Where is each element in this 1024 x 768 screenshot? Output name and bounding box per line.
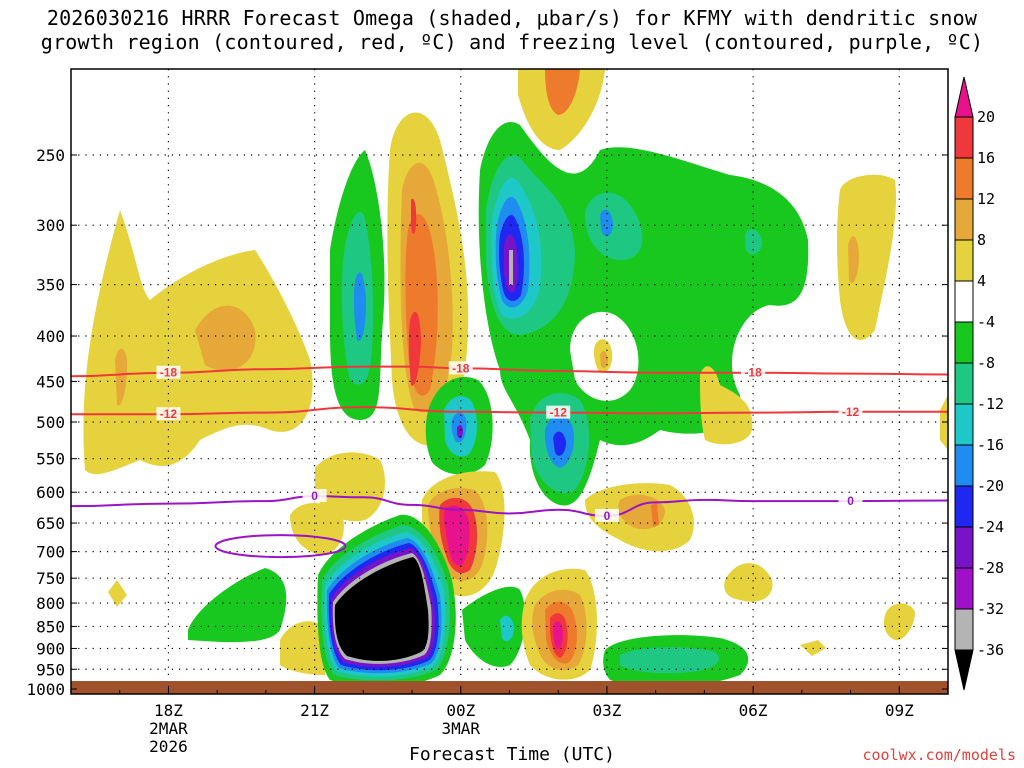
chart-title: 2026030216 HRRR Forecast Omega (shaded, …	[40, 6, 984, 54]
x-tick-label: 00Z	[446, 701, 475, 720]
omega-shading	[83, 69, 948, 687]
contour-label-bg	[156, 407, 181, 421]
colorbar-segment	[954, 567, 974, 610]
x-tick-sublabel: 3MAR	[442, 719, 481, 738]
contour-label-bg	[594, 508, 619, 522]
colorbar-segment	[954, 280, 974, 323]
x-tick-label: 06Z	[739, 701, 768, 720]
colorbar-segment	[954, 76, 974, 118]
y-tick-label: 950	[36, 660, 65, 679]
contour-series: -18 -18 -18 -12 -12 -12 0 0 0	[71, 361, 948, 559]
colorbar: 20 16 12 8 4 -4 -8 -12 -16 -20 -24 -28 -32 -36	[954, 76, 1004, 691]
y-tick-label: 800	[36, 594, 65, 613]
y-tick-label: 400	[36, 327, 65, 346]
x-tick-label: 09Z	[885, 701, 914, 720]
colorbar-segment	[954, 403, 974, 446]
colorbar-label: 4	[977, 272, 986, 290]
y-tick-label: 300	[36, 216, 65, 235]
contour-label-bg	[448, 361, 473, 375]
x-tick-label: 03Z	[592, 701, 621, 720]
x-tick-sublabel-year: 2026	[149, 737, 188, 756]
colorbar-label: 20	[977, 108, 995, 126]
contour-label: -12	[160, 407, 178, 421]
colorbar-segment	[954, 526, 974, 569]
contour-label: 0	[311, 489, 318, 503]
colorbar-segment	[954, 444, 974, 487]
contour-label: -12	[842, 405, 860, 419]
colorbar-segment	[954, 116, 974, 159]
freezing-level-loop	[214, 534, 347, 559]
colorbar-segment	[954, 157, 974, 200]
contour-label-bg	[838, 494, 863, 508]
contour-label: -18	[452, 361, 470, 375]
colorbar-label: -24	[977, 518, 1004, 536]
colorbar-label: -12	[977, 395, 1004, 413]
y-tick-label: 750	[36, 569, 65, 588]
contour-label: 0	[847, 494, 854, 508]
colorbar-label: -36	[977, 641, 1004, 659]
colorbar-label: 8	[977, 231, 986, 249]
y-tick-label: 500	[36, 413, 65, 432]
y-tick-label: 850	[36, 617, 65, 636]
contour-label-bg	[838, 404, 863, 418]
contour-label: -18	[744, 366, 762, 380]
x-tick-label: 18Z	[154, 701, 183, 720]
colorbar-label: -32	[977, 600, 1004, 618]
ground-strip	[71, 681, 948, 694]
contour-label: 0	[604, 509, 611, 523]
contour-label-bg	[156, 365, 181, 379]
y-tick-label: 1000	[26, 680, 65, 699]
y-tick-label: 450	[36, 372, 65, 391]
contour-label-bg	[546, 405, 571, 419]
colorbar-label: -16	[977, 436, 1004, 454]
y-tick-label: 550	[36, 450, 65, 469]
x-tick-sublabel: 2MAR	[149, 719, 188, 738]
contour-line-0	[71, 495, 948, 517]
y-tick-label: 700	[36, 543, 65, 562]
y-tick-label: 350	[36, 276, 65, 295]
y-axis: 250 300 350 400 450 500 550 600 650 700 750 800 850 9…	[26, 146, 948, 699]
colorbar-segment	[954, 239, 974, 282]
x-axis-title: Forecast Time (UTC)	[409, 744, 615, 765]
colorbar-label: -4	[977, 313, 995, 331]
colorbar-segment	[954, 649, 974, 691]
contour-label: -18	[160, 366, 178, 380]
colorbar-label: -8	[977, 354, 995, 372]
y-tick-label: 600	[36, 483, 65, 502]
credit-text: coolwx.com/models	[862, 746, 1016, 764]
contour-label: -12	[550, 406, 568, 420]
colorbar-segment	[954, 198, 974, 241]
colorbar-label: -20	[977, 477, 1004, 495]
colorbar-segment	[954, 362, 974, 405]
colorbar-segment	[954, 608, 974, 651]
contour-label-bg	[302, 489, 327, 503]
colorbar-segment	[954, 321, 974, 364]
y-tick-label: 900	[36, 639, 65, 658]
contour-line--12	[71, 406, 948, 416]
x-tick-label: 21Z	[300, 701, 329, 720]
colorbar-segment	[954, 485, 974, 528]
contour-label-bg	[741, 365, 766, 379]
colorbar-label: -28	[977, 559, 1004, 577]
colorbar-label: 12	[977, 190, 995, 208]
colorbar-label: 16	[977, 149, 995, 167]
y-tick-label: 250	[36, 146, 65, 165]
y-tick-label: 650	[36, 514, 65, 533]
